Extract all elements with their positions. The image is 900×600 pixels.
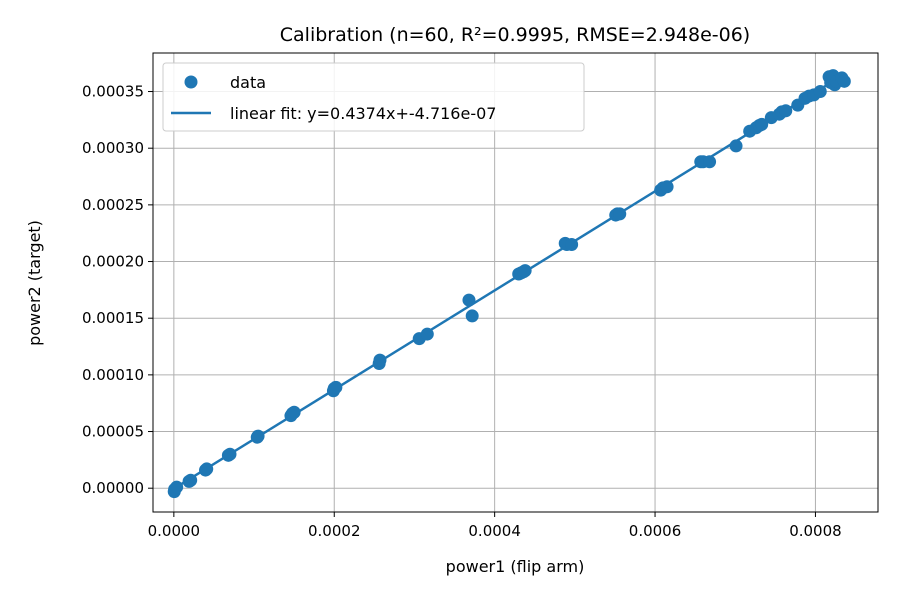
x-axis-ticks: 0.0000 0.0002 0.0004 0.0006 0.0008 xyxy=(148,512,842,540)
data-point xyxy=(287,405,301,419)
data-point xyxy=(200,462,214,476)
data-point xyxy=(779,104,793,118)
x-tick-label: 0.0002 xyxy=(308,522,361,540)
y-tick-label: 0.00030 xyxy=(82,139,144,157)
data-point xyxy=(565,238,579,252)
data-point xyxy=(837,74,851,88)
data-point xyxy=(420,327,434,341)
legend-fit-label: linear fit: y=0.4374x+-4.716e-07 xyxy=(230,104,496,123)
data-point xyxy=(703,155,717,169)
data-point xyxy=(184,473,198,487)
y-tick-label: 0.00015 xyxy=(82,309,144,327)
data-point xyxy=(518,264,532,278)
y-tick-label: 0.00010 xyxy=(82,366,144,384)
data-point xyxy=(613,207,627,221)
legend-data-label: data xyxy=(230,73,266,92)
plot-frame xyxy=(152,52,879,513)
data-point xyxy=(462,293,476,307)
x-tick-label: 0.0004 xyxy=(468,522,521,540)
y-axis-label: power2 (target) xyxy=(25,220,44,346)
data-point xyxy=(251,429,265,443)
data-point xyxy=(465,309,479,323)
y-tick-label: 0.00025 xyxy=(82,196,144,214)
y-tick-label: 0.00035 xyxy=(82,83,144,101)
data-point xyxy=(729,139,743,153)
data-point xyxy=(170,480,184,494)
x-axis-label: power1 (flip arm) xyxy=(446,557,585,576)
data-points xyxy=(167,69,851,499)
data-point xyxy=(813,85,827,99)
data-point xyxy=(373,353,387,367)
y-axis-ticks: 0.00000 0.00005 0.00010 0.00015 0.00020 0.000… xyxy=(82,83,153,497)
chart-title: Calibration (n=60, R²=0.9995, RMSE=2.948… xyxy=(280,24,750,46)
x-tick-label: 0.0000 xyxy=(148,522,201,540)
legend-box xyxy=(162,62,585,132)
x-tick-label: 0.0006 xyxy=(629,522,682,540)
data-point xyxy=(223,447,237,461)
legend-data-marker xyxy=(184,75,198,89)
legend: data linear fit: y=0.4374x+-4.716e-07 xyxy=(162,62,585,132)
y-tick-label: 0.00000 xyxy=(82,479,144,497)
x-tick-label: 0.0008 xyxy=(789,522,842,540)
y-tick-label: 0.00020 xyxy=(82,253,144,271)
data-point xyxy=(329,380,343,394)
data-point xyxy=(660,180,674,194)
data-point xyxy=(755,117,769,131)
y-tick-label: 0.00005 xyxy=(82,423,144,441)
